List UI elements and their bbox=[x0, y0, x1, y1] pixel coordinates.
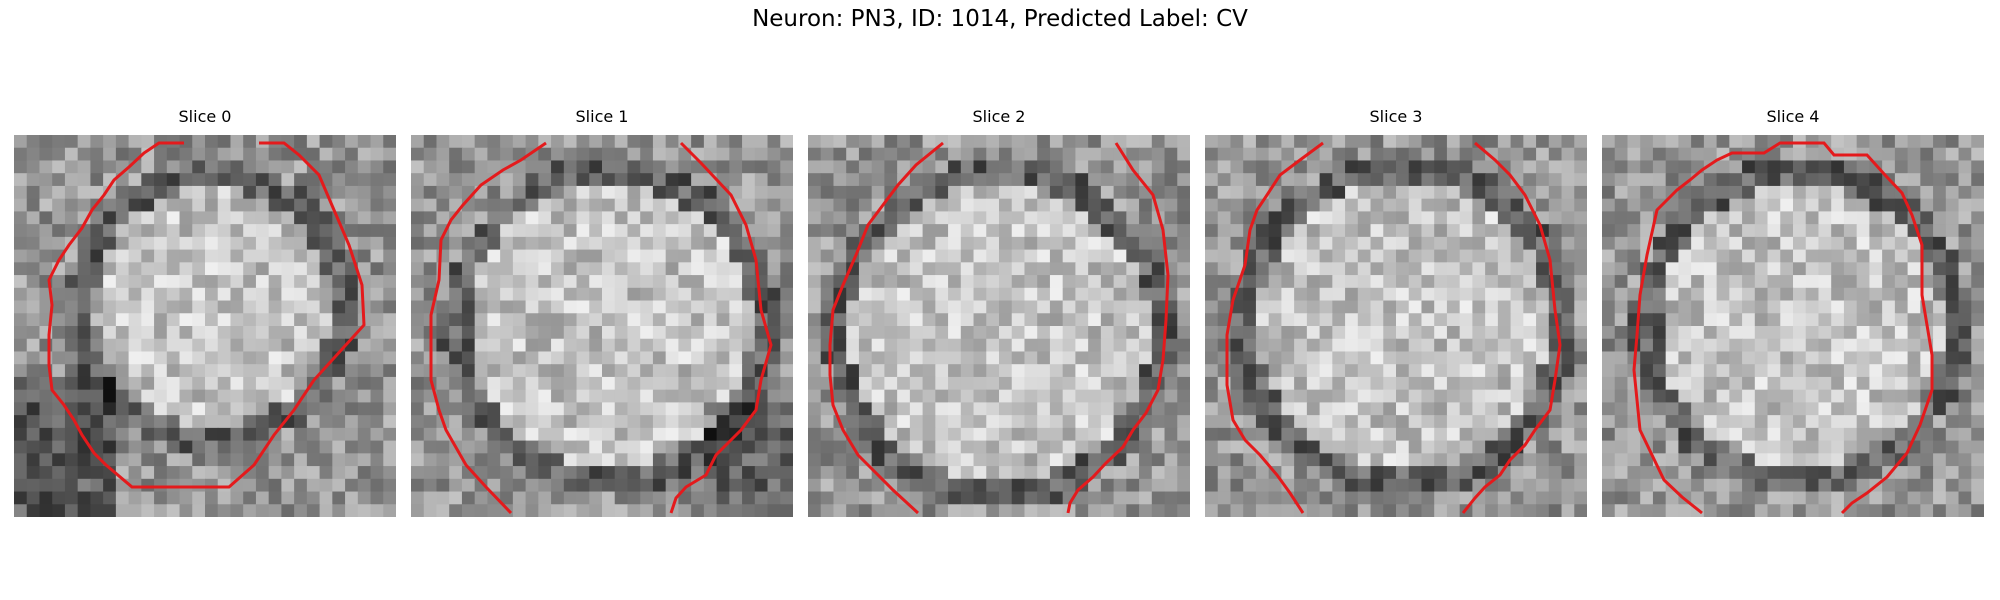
slice-image-2 bbox=[808, 135, 1190, 517]
slice-title-0: Slice 0 bbox=[178, 107, 232, 126]
slice-panel-3: Slice 3 bbox=[1205, 107, 1587, 517]
slice-panel-0: Slice 0 bbox=[14, 107, 396, 517]
grayscale-texture bbox=[1205, 135, 1587, 517]
slice-panel-2: Slice 2 bbox=[808, 107, 1190, 517]
slice-image-0 bbox=[14, 135, 396, 517]
grayscale-texture bbox=[411, 135, 793, 517]
slice-title-4: Slice 4 bbox=[1766, 107, 1820, 126]
slice-image-1 bbox=[411, 135, 793, 517]
grayscale-texture bbox=[1602, 135, 1984, 517]
grayscale-texture bbox=[14, 135, 396, 517]
slice-image-4 bbox=[1602, 135, 1984, 517]
slice-title-3: Slice 3 bbox=[1369, 107, 1423, 126]
grayscale-texture bbox=[808, 135, 1190, 517]
slice-panel-1: Slice 1 bbox=[411, 107, 793, 517]
slice-panel-4: Slice 4 bbox=[1602, 107, 1984, 517]
slice-title-1: Slice 1 bbox=[575, 107, 629, 126]
figure-title: Neuron: PN3, ID: 1014, Predicted Label: … bbox=[752, 6, 1248, 32]
slice-title-2: Slice 2 bbox=[972, 107, 1026, 126]
slice-image-3 bbox=[1205, 135, 1587, 517]
